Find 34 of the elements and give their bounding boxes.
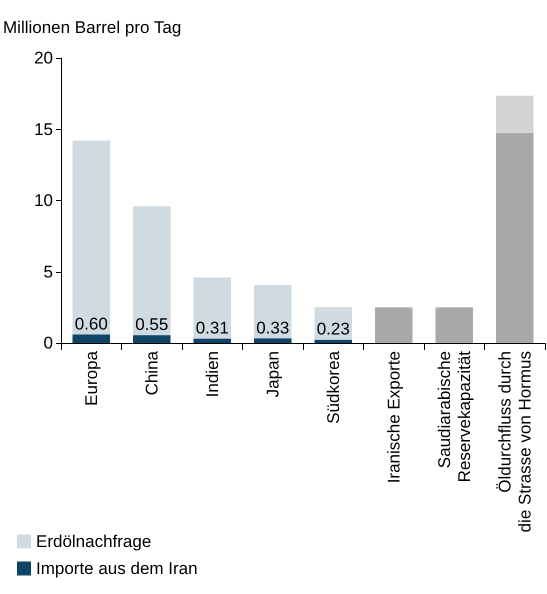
x-tick-label: China bbox=[142, 350, 162, 396]
data-label: 0.33 bbox=[256, 318, 290, 338]
bar bbox=[132, 206, 171, 336]
y-tick-label: 5 bbox=[44, 262, 53, 282]
bar bbox=[72, 140, 110, 334]
data-label: 0.55 bbox=[135, 315, 168, 334]
y-tick-label: 10 bbox=[34, 191, 53, 210]
bar bbox=[496, 96, 534, 133]
x-tick-label: Europa bbox=[82, 350, 101, 406]
bar bbox=[374, 307, 413, 343]
bar bbox=[72, 334, 110, 343]
bar bbox=[132, 335, 171, 343]
bar bbox=[435, 307, 474, 343]
x-tick-label: Südkorea bbox=[324, 350, 343, 424]
data-label: 0.23 bbox=[316, 320, 350, 339]
bar bbox=[254, 338, 292, 343]
x-tick-label: Japan bbox=[263, 351, 282, 398]
bar bbox=[496, 132, 534, 343]
bar bbox=[314, 340, 352, 343]
x-tick-label: Indien bbox=[202, 351, 222, 398]
y-tick-label: 0 bbox=[44, 334, 53, 352]
bar bbox=[254, 285, 292, 338]
x-tick-label: Öldurchfluss durch die Strasse von Hormus bbox=[495, 351, 534, 532]
legend-label: Importe aus dem Iran bbox=[36, 559, 198, 578]
bar bbox=[193, 338, 232, 343]
x-tick-label: Iranische Exporte bbox=[384, 351, 404, 484]
y-tick-label: 15 bbox=[34, 120, 53, 139]
legend-label: Erdölnachfrage bbox=[36, 532, 152, 551]
data-label: 0.31 bbox=[196, 318, 229, 338]
y-tick-label: 20 bbox=[34, 48, 53, 68]
y-axis-title: Millionen Barrel pro Tag bbox=[3, 18, 182, 37]
bar bbox=[193, 277, 232, 339]
x-tick-label: Saudiarabische Reservekapazität bbox=[434, 350, 474, 482]
data-label: 0.60 bbox=[74, 314, 108, 334]
